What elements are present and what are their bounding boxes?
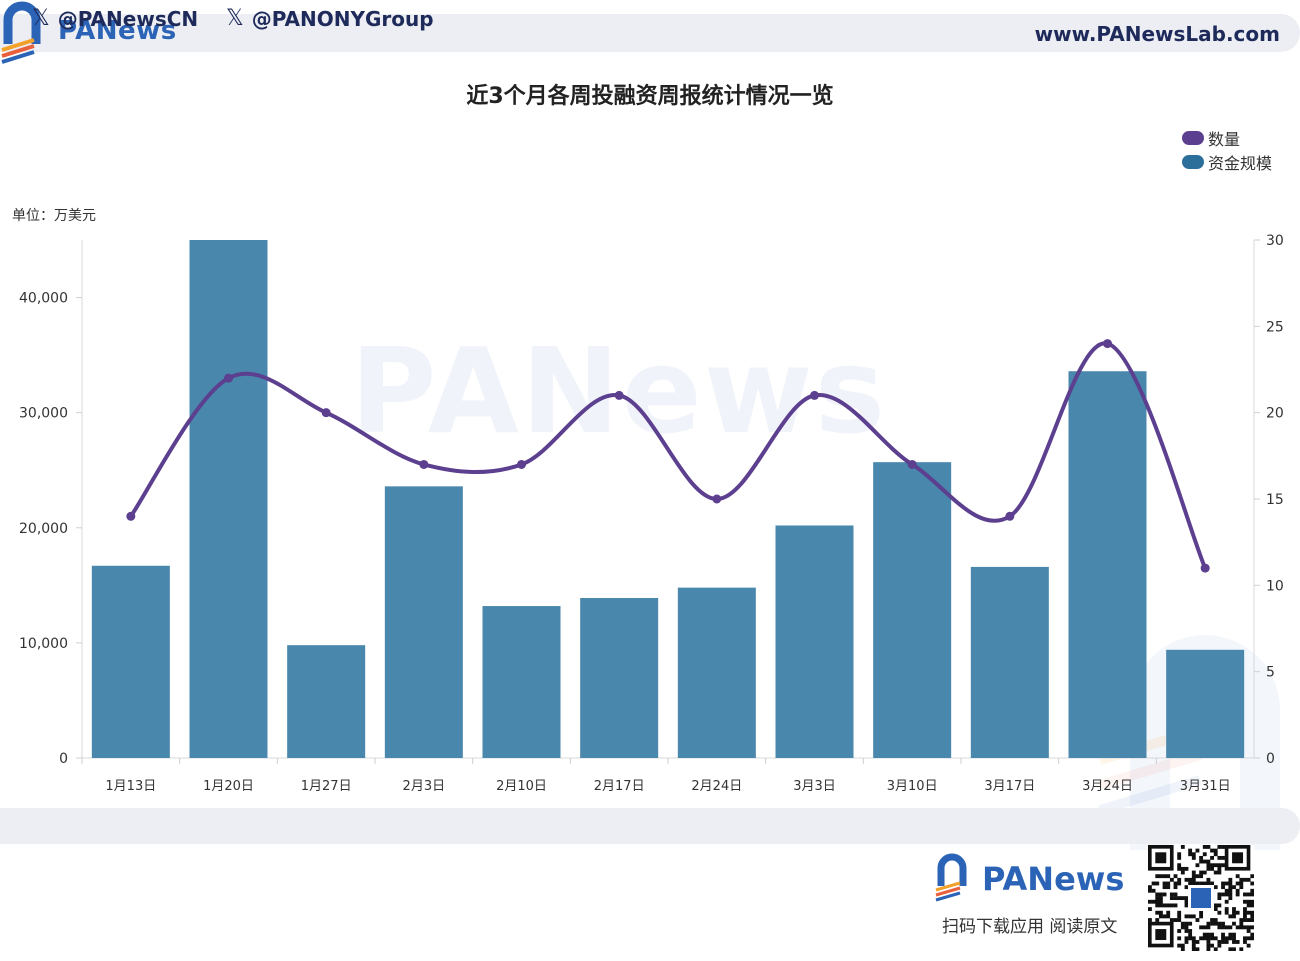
bar (775, 525, 854, 758)
count-point (712, 494, 722, 504)
bar (873, 462, 952, 758)
bar (970, 566, 1049, 758)
x-tick-label: 1月13日 (105, 779, 156, 794)
legend-label-funding: 资金规模 (1208, 154, 1273, 173)
x-tick-label: 1月27日 (301, 779, 352, 794)
right-tick-label: 5 (1266, 665, 1275, 681)
bar (677, 587, 756, 758)
social-link-panonygroup[interactable]: 𝕏 @PANONYGroup (226, 6, 434, 31)
x-tick-label: 3月3日 (793, 779, 836, 794)
count-point (224, 373, 233, 383)
social-bar (0, 808, 1300, 844)
footer-caption: 扫码下载应用 阅读原文 (942, 917, 1118, 937)
right-tick-label: 10 (1266, 578, 1284, 594)
x-logo-icon: 𝕏 (32, 6, 50, 31)
bar (91, 565, 170, 758)
x-tick-label: 2月17日 (594, 779, 645, 794)
panews-logo-icon (935, 853, 967, 902)
legend: 数量 资金规模 (1182, 126, 1272, 174)
count-point (126, 511, 136, 521)
social-handle: @PANONYGroup (251, 6, 434, 31)
legend-swatch-count (1182, 131, 1204, 145)
bar (580, 597, 659, 758)
count-point (810, 390, 819, 400)
legend-item-count[interactable]: 数量 (1182, 126, 1272, 150)
x-tick-label: 3月17日 (984, 779, 1035, 794)
left-tick-label: 30,000 (19, 406, 68, 422)
count-point (517, 459, 526, 469)
qr-code-icon[interactable] (1148, 845, 1254, 951)
right-tick-label: 15 (1266, 492, 1284, 508)
count-point (1200, 563, 1210, 573)
right-tick-label: 30 (1266, 233, 1284, 249)
right-tick-label: 20 (1266, 406, 1284, 422)
x-tick-label: 3月31日 (1180, 779, 1231, 794)
count-point (1005, 511, 1015, 521)
count-point (321, 408, 331, 418)
count-line (129, 341, 1208, 569)
x-tick-label: 3月24日 (1082, 779, 1133, 794)
footer-brand: PANews (982, 860, 1125, 898)
header-url[interactable]: www.PANewsLab.com (1034, 22, 1280, 46)
bar (1166, 649, 1245, 758)
count-point (614, 390, 624, 400)
x-tick-label: 2月24日 (691, 779, 742, 794)
x-logo-icon: 𝕏 (226, 6, 244, 31)
unit-label: 单位：万美元 (12, 208, 96, 224)
left-tick-label: 10,000 (19, 636, 68, 652)
x-tick-label: 1月20日 (203, 779, 254, 794)
count-point (907, 459, 917, 469)
panews-logo-icon (1, 1, 41, 64)
count-point (419, 459, 429, 469)
x-tick-label: 2月10日 (496, 779, 547, 794)
header-bar (0, 14, 1300, 52)
bar (1068, 371, 1147, 758)
bar (189, 240, 268, 758)
social-handle: @PANewsCN (57, 6, 199, 31)
chart-canvas: 0 10,000 20,000 30,000 40,000 0 5 10 15 20 25 30 1月1… (19, 233, 1284, 794)
chart-title: 近3个月各周投融资周报统计情况一览 (466, 84, 834, 109)
header-brand: PANews (58, 16, 177, 46)
x-tick-label: 3月10日 (887, 779, 938, 794)
left-tick-label: 0 (59, 751, 68, 767)
bar (482, 606, 561, 758)
legend-item-funding[interactable]: 资金规模 (1182, 150, 1272, 174)
x-tick-label: 2月3日 (403, 779, 446, 794)
social-link-panewscn[interactable]: 𝕏 @PANewsCN (32, 6, 198, 31)
bar (384, 486, 463, 758)
left-tick-label: 20,000 (19, 521, 68, 537)
bar (287, 645, 366, 758)
count-point (1103, 339, 1112, 349)
right-tick-label: 0 (1266, 751, 1275, 767)
legend-label-count: 数量 (1208, 130, 1241, 149)
legend-swatch-funding (1182, 155, 1204, 169)
right-tick-label: 25 (1266, 319, 1284, 335)
left-tick-label: 40,000 (19, 291, 68, 307)
